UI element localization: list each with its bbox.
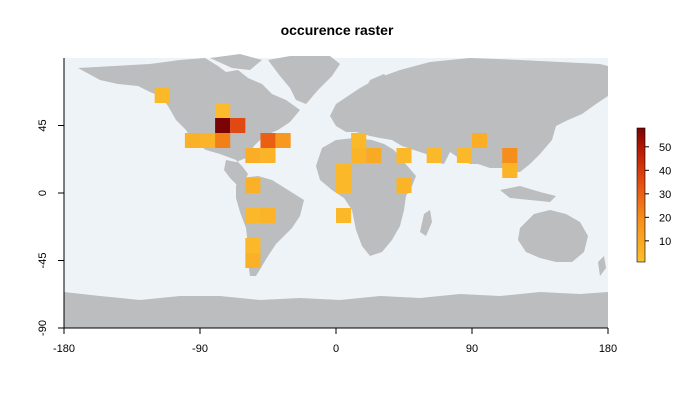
occurrence-cell	[336, 208, 352, 223]
occurrence-cell	[260, 148, 276, 163]
land-antarctica	[64, 292, 608, 328]
x-tick-label: -180	[53, 343, 75, 355]
land-scandinavia	[360, 74, 392, 104]
land-madagascar	[420, 210, 432, 236]
occurrence-cell	[336, 163, 352, 178]
occurrence-cell	[230, 118, 246, 133]
occurrence-cell	[245, 208, 261, 223]
occurrence-cell	[215, 103, 231, 118]
occurrence-cell	[396, 178, 412, 193]
occurrence-cell	[215, 118, 231, 133]
land-australia	[518, 210, 588, 262]
y-tick-label: 45	[37, 119, 49, 131]
occurrence-cell	[275, 133, 291, 148]
colorbar-tick-label: 20	[659, 212, 671, 224]
map-plot-area	[64, 54, 608, 328]
occurrence-cell	[184, 133, 200, 148]
occurrence-cell	[366, 148, 382, 163]
occurrence-cell	[502, 148, 518, 163]
x-tick-label: 90	[466, 343, 478, 355]
x-tick-label: -90	[192, 343, 208, 355]
occurrence-cell	[245, 253, 261, 268]
occurrence-cell	[351, 148, 367, 163]
colorbar-gradient	[636, 127, 646, 263]
occurrence-cell	[260, 133, 276, 148]
x-tick-label: 180	[599, 343, 617, 355]
y-tick-label: -45	[37, 253, 49, 269]
occurrence-cell	[502, 163, 518, 178]
occurrence-cell	[215, 133, 231, 148]
land-indonesia	[500, 186, 556, 202]
land-greenland	[268, 56, 340, 104]
occurrence-cell	[245, 148, 261, 163]
land-masses	[64, 54, 608, 328]
land-arctic-islands	[210, 54, 262, 70]
occurrence-cells	[154, 88, 518, 268]
occurrence-cell	[200, 133, 216, 148]
land-new-zealand	[598, 256, 606, 276]
occurrence-cell	[154, 88, 170, 103]
axes: -180 -90 0 90 180 -90 -45 0 45	[37, 58, 617, 355]
chart-title: occurence raster	[281, 22, 394, 38]
occurrence-cell	[260, 208, 276, 223]
occurrence-cell	[396, 148, 412, 163]
y-tick-label: 0	[37, 190, 49, 196]
colorbar: 10 20 30 40 50	[636, 127, 671, 263]
colorbar-tick-label: 30	[659, 189, 671, 201]
occurrence-cell	[351, 133, 367, 148]
x-tick-label: 0	[333, 343, 339, 355]
occurrence-cell	[245, 238, 261, 253]
y-tick-label: -90	[37, 320, 49, 336]
colorbar-tick-label: 50	[659, 142, 671, 154]
colorbar-tick-label: 10	[659, 236, 671, 248]
occurrence-cell	[426, 148, 442, 163]
colorbar-tick-label: 40	[659, 165, 671, 177]
occurrence-cell	[456, 148, 472, 163]
occurrence-cell	[472, 133, 488, 148]
occurrence-cell	[245, 178, 261, 193]
land-north-america	[78, 58, 300, 186]
occurrence-cell	[336, 178, 352, 193]
land-eurasia	[330, 58, 608, 172]
